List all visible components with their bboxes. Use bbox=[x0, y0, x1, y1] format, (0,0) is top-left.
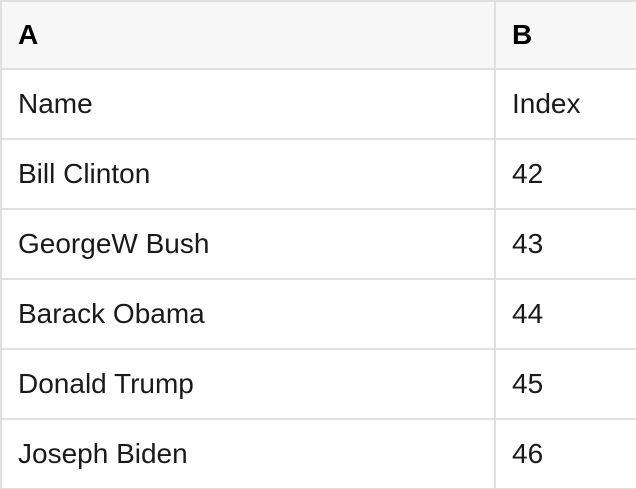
cell-b[interactable]: Index bbox=[512, 88, 581, 119]
table-row: Name Index bbox=[2, 70, 636, 140]
table-row: Joseph Biden 46 bbox=[2, 420, 636, 489]
cell-b[interactable]: 42 bbox=[512, 158, 544, 189]
column-header-row: A B bbox=[2, 2, 636, 70]
cell-a[interactable]: Donald Trump bbox=[2, 350, 496, 418]
table-row: Barack Obama 44 bbox=[2, 280, 636, 350]
cell-b[interactable]: 44 bbox=[512, 298, 544, 329]
cell-b[interactable]: 45 bbox=[512, 368, 544, 399]
cell-a[interactable]: Name bbox=[2, 70, 496, 138]
cell-a[interactable]: Bill Clinton bbox=[2, 140, 496, 208]
cell-b[interactable]: 46 bbox=[512, 438, 544, 469]
cell-a[interactable]: Barack Obama bbox=[2, 280, 496, 348]
cell-b[interactable]: 43 bbox=[512, 228, 544, 259]
column-header-a[interactable]: A bbox=[2, 2, 496, 68]
table-row: Bill Clinton 42 bbox=[2, 140, 636, 210]
cell-a[interactable]: Joseph Biden bbox=[2, 420, 496, 488]
table-row: Donald Trump 45 bbox=[2, 350, 636, 420]
table-row: GeorgeW Bush 43 bbox=[2, 210, 636, 280]
cell-a[interactable]: GeorgeW Bush bbox=[2, 210, 496, 278]
column-header-b[interactable]: B bbox=[512, 19, 533, 50]
table-body: Name Index Bill Clinton 42 GeorgeW Bush … bbox=[2, 70, 636, 489]
